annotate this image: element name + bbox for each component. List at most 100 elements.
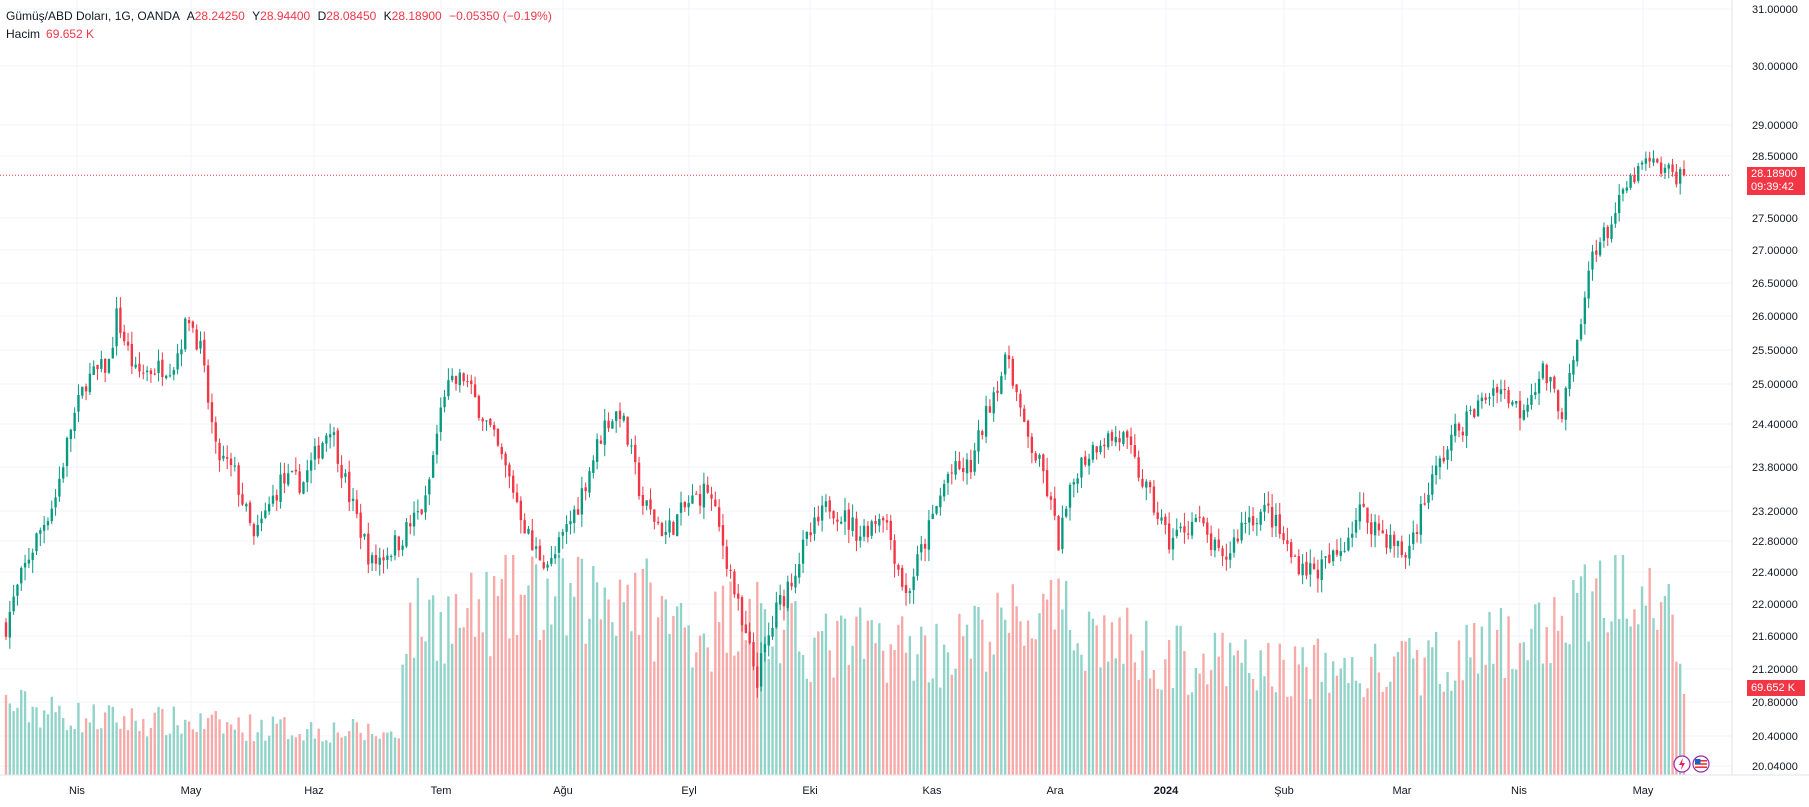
candle-body — [1164, 516, 1167, 526]
candle-body — [1640, 162, 1644, 165]
volume-bar — [1511, 668, 1514, 775]
candle-body — [695, 493, 698, 495]
volume-bar — [1351, 657, 1354, 775]
candle-body — [470, 380, 473, 385]
volume-bar — [668, 633, 671, 775]
volume-bar — [1522, 642, 1526, 775]
volume-bar — [1301, 647, 1304, 775]
candle-body — [512, 475, 515, 493]
candle-body — [805, 531, 809, 539]
volume-bar — [1026, 620, 1030, 775]
volume-bar — [203, 729, 206, 775]
volume-bar — [984, 671, 988, 775]
volume-bar — [96, 729, 99, 775]
candle-body — [1484, 397, 1487, 400]
candle-body — [573, 509, 576, 523]
candle-body — [12, 596, 15, 612]
volume-bar — [847, 664, 850, 775]
volume-bar — [1480, 626, 1484, 775]
volume-bar — [1469, 657, 1472, 775]
volume-bar — [1240, 662, 1243, 775]
candle-body — [1133, 445, 1137, 457]
volume-bar — [614, 635, 618, 775]
volume-bar — [176, 725, 179, 775]
volume-bar — [325, 740, 328, 775]
volume-bar — [332, 722, 336, 775]
volume-bar — [1370, 656, 1373, 775]
volume-bar — [1465, 624, 1468, 775]
candle-body — [1465, 411, 1468, 436]
volume-bar — [218, 719, 221, 775]
candle-body — [1091, 445, 1095, 460]
price-tick-label: 25.50000 — [1752, 345, 1798, 357]
candle-body — [1366, 507, 1369, 523]
candle-body — [733, 571, 736, 595]
candle-body — [88, 373, 92, 393]
candle-body — [344, 473, 347, 477]
volume-bar — [1389, 681, 1392, 775]
volume-bar — [1385, 686, 1388, 775]
candle-body — [84, 386, 88, 392]
high-value: 28.94400 — [260, 9, 311, 23]
volume-bar — [222, 733, 225, 775]
candle-body — [862, 525, 866, 537]
volume-bar — [1255, 690, 1259, 775]
volume-bar — [1251, 678, 1255, 775]
volume-bar — [706, 647, 709, 775]
candle-body — [1095, 446, 1098, 453]
volume-bar — [416, 577, 420, 775]
volume-bar — [1412, 658, 1415, 775]
volume-bar — [1335, 675, 1339, 775]
candle-body — [962, 467, 965, 473]
volume-bar — [862, 658, 866, 775]
volume-bar — [473, 636, 477, 775]
volume-label[interactable]: Hacim — [6, 27, 41, 41]
symbol-title[interactable]: Gümüş/ABD Doları, 1G, OANDA — [6, 9, 180, 23]
volume-bar — [977, 606, 980, 775]
candle-body — [1042, 454, 1045, 472]
volume-bar — [1328, 692, 1331, 775]
volume-bar — [641, 568, 645, 775]
volume-bar — [1007, 632, 1011, 775]
candle-body — [1408, 545, 1411, 559]
us-flag-icon[interactable] — [1692, 755, 1710, 773]
volume-bar — [1187, 694, 1190, 775]
candle-body — [637, 462, 641, 497]
candle-body — [1255, 523, 1259, 525]
volume-bar — [1126, 607, 1129, 775]
candle-body — [820, 505, 824, 521]
candle-body — [969, 460, 973, 473]
volume-bar — [1141, 650, 1144, 775]
volume-bar — [897, 624, 900, 775]
candle-body — [794, 575, 797, 588]
candle-body — [485, 420, 488, 422]
candle-body — [1656, 159, 1659, 163]
volume-bar — [1274, 692, 1278, 775]
time-tick-label: Eki — [802, 785, 817, 797]
candle-body — [672, 522, 675, 535]
volume-bar — [840, 615, 843, 775]
volume-bar — [1602, 617, 1606, 775]
volume-bar — [313, 738, 317, 775]
candle-body — [1282, 533, 1285, 541]
volume-bar — [1248, 673, 1251, 775]
candle-body — [241, 494, 244, 505]
candle-body — [950, 472, 953, 474]
volume-bar — [595, 582, 599, 775]
time-axis[interactable]: Nis May Haz Tem Ağu Eyl Eki Kas Ara 2024 Şub Mar Nis… — [69, 785, 1654, 797]
candle-body — [1480, 397, 1484, 402]
volume-bar — [496, 596, 500, 775]
candle-body — [656, 521, 660, 524]
candle-body — [1297, 556, 1301, 575]
lightning-icon[interactable] — [1673, 755, 1691, 773]
price-axis[interactable]: 31.00000 30.00000 29.00000 28.50000 27.50000… — [1752, 4, 1798, 773]
candle-body — [1507, 390, 1510, 404]
candle-body — [744, 624, 748, 633]
volume-bar — [466, 608, 469, 775]
candle-body — [298, 471, 301, 493]
price-tick-label: 20.40000 — [1752, 731, 1798, 743]
candle-body — [1118, 438, 1121, 443]
volume-bar — [267, 735, 271, 775]
candle-body — [260, 518, 263, 524]
